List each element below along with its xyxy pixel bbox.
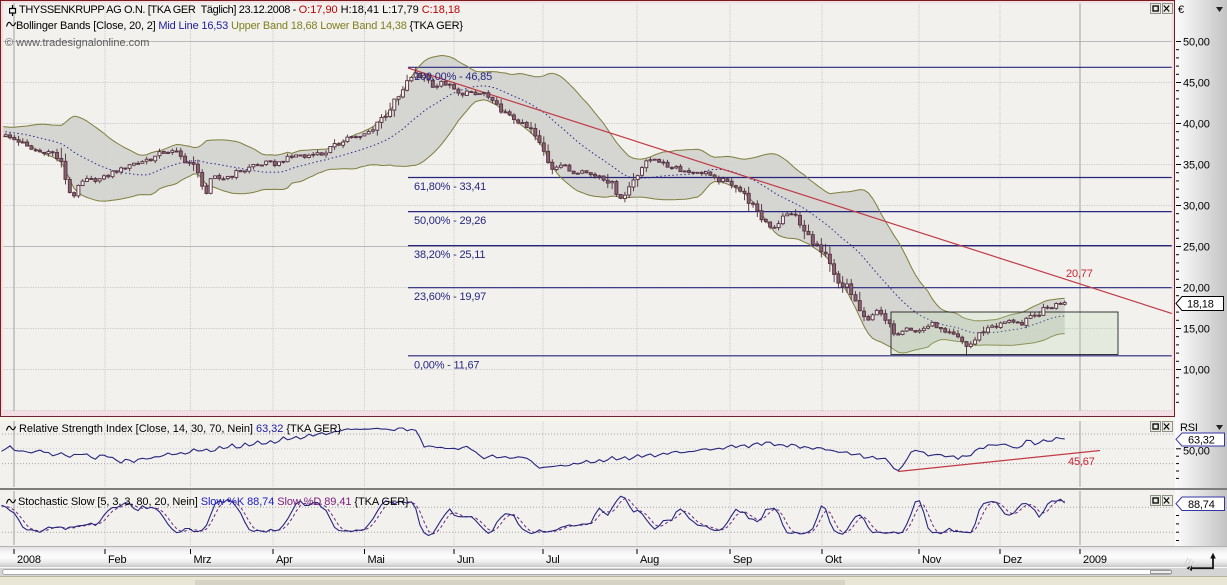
svg-text:38,20% - 25,11: 38,20% - 25,11 (414, 249, 485, 261)
svg-text:63,32: 63,32 (1188, 435, 1215, 447)
svg-text:45,67: 45,67 (1068, 456, 1095, 468)
svg-text:35,00: 35,00 (1183, 160, 1210, 172)
svg-text:18,18: 18,18 (1187, 299, 1214, 311)
svg-text:15,00: 15,00 (1183, 324, 1210, 336)
svg-text:Mrz: Mrz (194, 554, 212, 566)
svg-text:2008: 2008 (17, 554, 41, 566)
svg-text:Jul: Jul (546, 554, 560, 566)
svg-text:2009: 2009 (1083, 554, 1107, 566)
svg-text:Nov: Nov (922, 554, 942, 566)
svg-text:Dez: Dez (1003, 554, 1022, 566)
svg-text:50,00% - 29,26: 50,00% - 29,26 (414, 215, 486, 227)
svg-text:45,00: 45,00 (1183, 78, 1210, 90)
svg-text:Jun: Jun (457, 554, 474, 566)
svg-text:RSI: RSI (1180, 422, 1198, 434)
svg-text:Aug: Aug (640, 554, 659, 566)
svg-text:23,60% - 19,97: 23,60% - 19,97 (414, 291, 486, 303)
svg-text:Feb: Feb (108, 554, 126, 566)
svg-text:61,80% - 33,41: 61,80% - 33,41 (414, 181, 486, 193)
svg-text:50,00: 50,00 (1183, 446, 1210, 458)
svg-text:Apr: Apr (276, 554, 293, 566)
svg-text:Sep: Sep (733, 554, 752, 566)
svg-text:88,74: 88,74 (1188, 499, 1215, 511)
svg-text:0,00% - 11,67: 0,00% - 11,67 (414, 359, 479, 371)
svg-text:25,00: 25,00 (1183, 242, 1210, 254)
svg-text:Okt: Okt (825, 554, 842, 566)
svg-text:€: € (1178, 4, 1184, 16)
svg-text:100,00% - 46,85: 100,00% - 46,85 (414, 71, 492, 83)
svg-text:20,00: 20,00 (1183, 283, 1210, 295)
svg-text:20,77: 20,77 (1066, 268, 1093, 280)
svg-text:10,00: 10,00 (1183, 365, 1210, 377)
svg-text:50,00: 50,00 (1183, 37, 1210, 49)
svg-text:30,00: 30,00 (1183, 201, 1210, 213)
svg-text:Mai: Mai (368, 554, 385, 566)
svg-text:40,00: 40,00 (1183, 119, 1210, 131)
